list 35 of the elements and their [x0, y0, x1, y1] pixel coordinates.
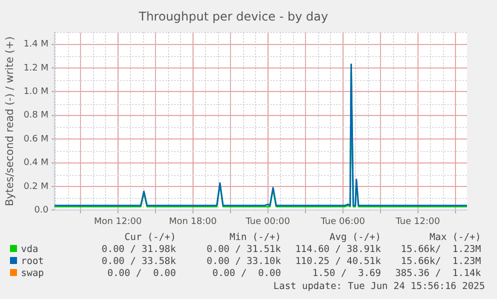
chart-title: Throughput per device - by day	[138, 9, 328, 24]
text: 0.00 / 0.00	[106, 268, 176, 280]
text: 15.66k/ 1.23M	[400, 256, 481, 268]
text: 0.00 / 33.10k	[206, 256, 281, 268]
text: 1.50 / 3.69	[311, 268, 381, 280]
x-tick-label: Tue 12:00	[394, 216, 440, 227]
text: Min (-/+)	[228, 232, 281, 244]
text: 385.36 / 1.14k	[394, 268, 481, 280]
x-tick-label: Mon 12:00	[94, 216, 142, 227]
y-axis-title: Bytes/second read (-) / write (+)	[4, 36, 16, 206]
text: 0.00 / 0.00	[211, 268, 281, 280]
x-tick-label: Tue 06:00	[320, 216, 366, 227]
x-tick-label: Tue 00:00	[244, 216, 290, 227]
text: 15.66k/ 1.23M	[400, 244, 481, 256]
y-tick-label: 0.6 M	[24, 134, 49, 144]
text: Last update: Tue Jun 24 15:56:16 2025	[273, 281, 485, 292]
legend-label: swap	[20, 268, 45, 280]
text: 0.00 / 31.51k	[206, 244, 281, 256]
legend-label: vda	[20, 244, 40, 256]
x-tick-label: Mon 18:00	[168, 216, 218, 227]
text: 114.60 / 38.91k	[294, 244, 381, 256]
y-tick-label: 1.2 M	[24, 63, 49, 74]
y-tick-label: 0.2 M	[24, 182, 49, 192]
text: Avg (-/+)	[328, 232, 381, 244]
text: 0.00 / 33.58k	[100, 256, 176, 268]
text: Cur (-/+)	[124, 232, 176, 244]
y-tick-label: 1.4 M	[24, 40, 49, 50]
y-tick-label: 0.8 M	[24, 110, 49, 121]
text: Max (-/+)	[428, 232, 481, 244]
text: 0.00 / 31.98k	[100, 244, 176, 256]
y-tick-label: 1.0 M	[24, 87, 49, 98]
legend-label: root	[20, 256, 45, 268]
y-tick-label: 0.4 M	[24, 158, 49, 168]
y-tick-label: 0.0	[34, 206, 49, 216]
text: 110.25 / 40.51k	[294, 256, 381, 268]
